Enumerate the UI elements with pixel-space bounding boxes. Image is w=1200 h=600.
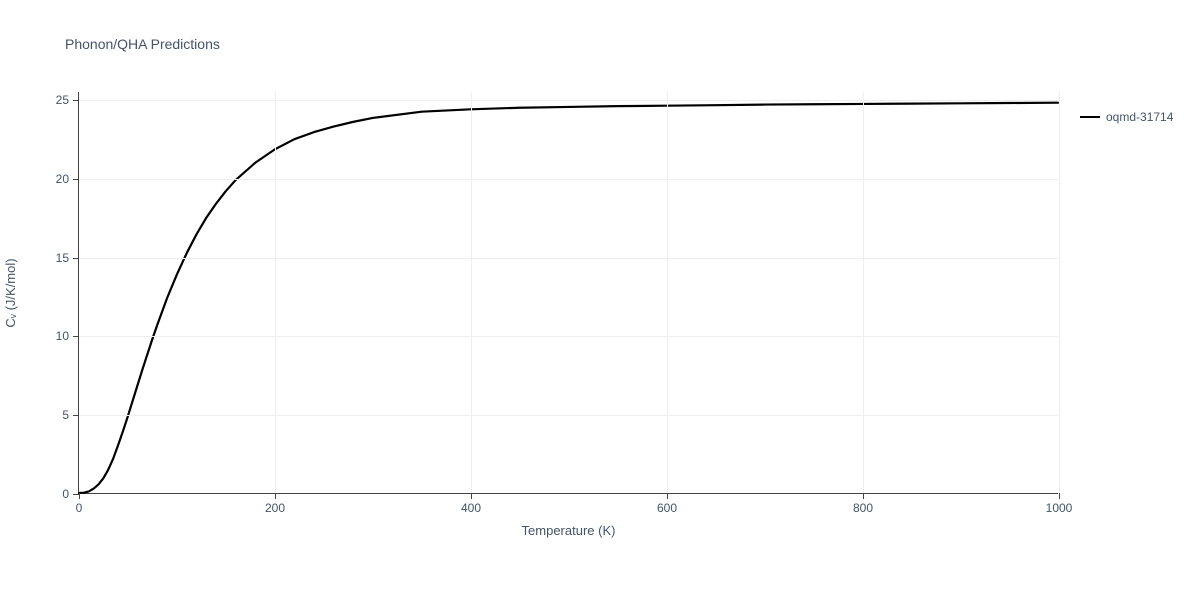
y-tick-label: 0	[62, 487, 69, 501]
y-axis-label: Cᵥ (J/K/mol)	[3, 258, 18, 327]
y-tick	[73, 336, 79, 337]
x-tick	[863, 493, 864, 499]
x-tick-label: 1000	[1046, 501, 1073, 515]
y-tick-label: 5	[62, 408, 69, 422]
chart-title: Phonon/QHA Predictions	[65, 36, 220, 52]
x-tick	[667, 493, 668, 499]
y-tick	[73, 494, 79, 495]
y-tick	[73, 179, 79, 180]
x-tick-label: 400	[461, 501, 481, 515]
x-tick-label: 200	[265, 501, 285, 515]
y-tick	[73, 100, 79, 101]
x-axis-label: Temperature (K)	[522, 523, 616, 538]
chart-container: Phonon/QHA Predictions Temperature (K) C…	[0, 0, 1200, 600]
x-tick-label: 0	[76, 501, 83, 515]
y-tick	[73, 415, 79, 416]
gridline-h	[79, 179, 1058, 180]
x-tick-label: 800	[853, 501, 873, 515]
series-svg	[79, 92, 1058, 493]
legend-label: oqmd-31714	[1106, 110, 1173, 124]
y-tick-label: 15	[56, 251, 69, 265]
legend-swatch	[1080, 116, 1100, 118]
x-tick	[275, 493, 276, 499]
gridline-h	[79, 336, 1058, 337]
x-tick-label: 600	[657, 501, 677, 515]
gridline-v	[863, 92, 864, 493]
gridline-v	[275, 92, 276, 493]
y-tick	[73, 258, 79, 259]
gridline-v	[1059, 92, 1060, 493]
x-tick	[471, 493, 472, 499]
gridline-h	[79, 415, 1058, 416]
x-tick	[79, 493, 80, 499]
y-tick-label: 10	[56, 329, 69, 343]
gridline-v	[471, 92, 472, 493]
gridline-v	[667, 92, 668, 493]
plot-area: Temperature (K) Cᵥ (J/K/mol) 02004006008…	[78, 92, 1058, 494]
gridline-h	[79, 100, 1058, 101]
series-line	[79, 103, 1058, 493]
gridline-h	[79, 258, 1058, 259]
y-tick-label: 25	[56, 93, 69, 107]
legend: oqmd-31714	[1080, 110, 1173, 124]
y-tick-label: 20	[56, 172, 69, 186]
x-tick	[1059, 493, 1060, 499]
